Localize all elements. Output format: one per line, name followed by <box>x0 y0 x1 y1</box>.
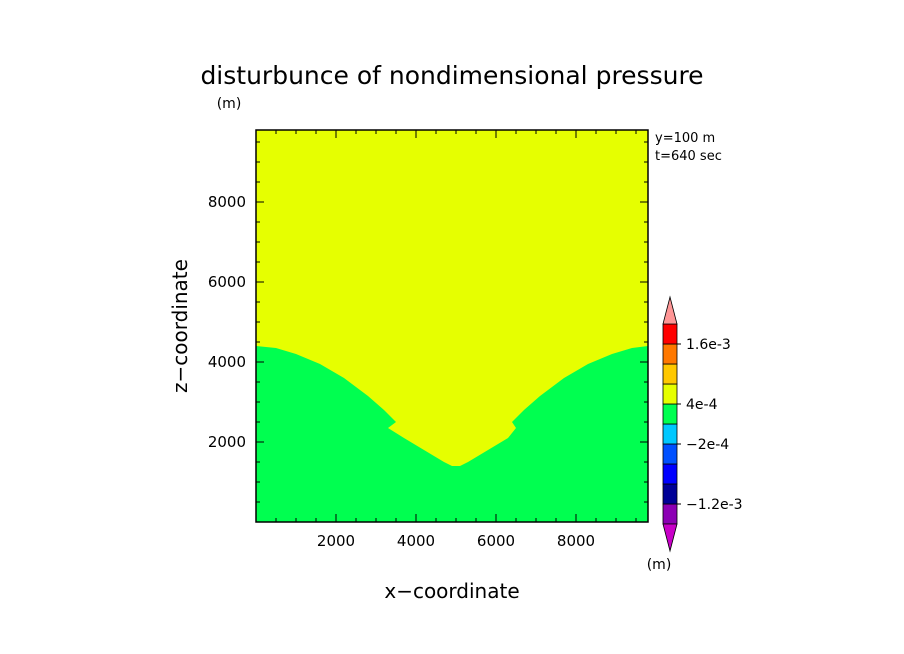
colorbar-swatch <box>662 343 678 365</box>
colorbar-swatch <box>662 403 678 425</box>
y-axis-label: z−coordinate <box>168 259 192 393</box>
colorbar-unit: (m) <box>647 557 672 573</box>
unit-label-top: (m) <box>217 96 242 112</box>
colorbar-swatch <box>662 503 678 525</box>
y-tick-label: 8000 <box>208 193 246 211</box>
colorbar-swatch <box>662 383 678 405</box>
x-tick-label: 6000 <box>477 532 515 550</box>
lower-region <box>256 346 648 522</box>
x-tick-label: 2000 <box>317 532 355 550</box>
colorbar-min-arrow <box>662 523 678 553</box>
annotation-y: y=100 m <box>655 131 715 146</box>
colorbar-label: −1.2e-3 <box>686 497 743 513</box>
colorbar: 1.6e-3 4e-4 −2e-4 −1.2e-3 <box>662 295 743 553</box>
y-tick-label: 4000 <box>208 353 246 371</box>
y-axis-ticks: 2000 4000 6000 8000 <box>208 141 648 523</box>
x-axis-ticks: 2000 4000 6000 8000 <box>255 130 637 550</box>
colorbar-swatch <box>662 483 678 505</box>
plot-frame <box>255 129 649 523</box>
colorbar-label: −2e-4 <box>686 437 729 453</box>
colorbar-swatch <box>662 463 678 485</box>
y-tick-label: 2000 <box>208 433 246 451</box>
annotation-t: t=640 sec <box>655 149 722 164</box>
colorbar-swatch <box>662 423 678 445</box>
x-tick-label: 4000 <box>397 532 435 550</box>
plot-area: 2000 4000 6000 8000 2000 4000 6000 8000 <box>208 129 649 550</box>
chart-title: disturbunce of nondimensional pressure <box>200 61 703 90</box>
colorbar-swatch <box>662 363 678 385</box>
colorbar-swatch <box>662 323 678 345</box>
colorbar-label: 4e-4 <box>686 397 718 413</box>
x-axis-label: x−coordinate <box>384 579 519 603</box>
colorbar-swatch <box>662 443 678 465</box>
colorbar-label: 1.6e-3 <box>686 337 731 353</box>
colorbar-max-arrow <box>662 295 678 325</box>
x-tick-label: 8000 <box>557 532 595 550</box>
y-tick-label: 6000 <box>208 273 246 291</box>
